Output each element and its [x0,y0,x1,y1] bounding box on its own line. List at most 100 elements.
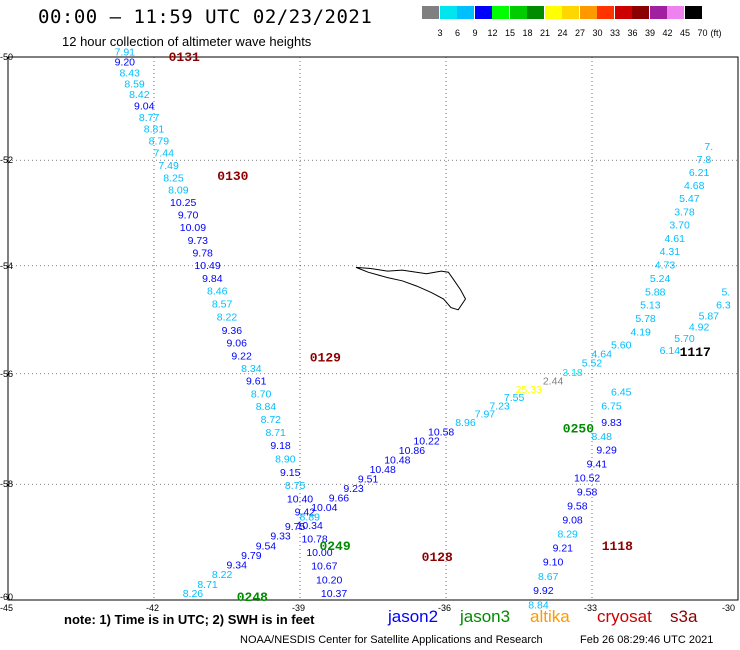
pass-time-label: 0130 [217,169,248,184]
colorbar-swatch [439,6,457,19]
colorbar-swatch [457,6,474,19]
swh-value: 8.59 [124,79,145,91]
pass-time-label: 0248 [237,590,268,605]
map-title: 00:00 – 11:59 UTC 02/23/2021 [38,6,373,28]
swh-value: 8.96 [455,417,476,429]
swh-value: 3.78 [674,206,695,218]
swh-value: 9.04 [134,100,155,112]
swh-value: 9.78 [192,248,213,260]
colorbar-label: 3 [437,28,443,38]
swh-value: 6.21 [689,167,710,179]
pass-time-label: 1117 [680,345,711,360]
swh-value: 8.57 [212,299,233,311]
swh-value: 9.36 [222,325,243,337]
colorbar-swatch [422,6,439,19]
swh-value: 9.51 [358,474,379,486]
lon-label: -36 [438,603,451,613]
pass-time-label: 0131 [169,50,200,65]
swh-value: 9.79 [241,550,262,562]
swh-value: 10.52 [574,472,600,484]
map-subtitle: 12 hour collection of altimeter wave hei… [62,34,312,49]
colorbar-swatch [474,6,492,19]
colorbar-label: 21 [539,28,550,38]
swh-value: 9.22 [231,351,252,363]
swh-value: 9.41 [587,458,608,470]
swh-value: 8.70 [251,388,272,400]
swh-value: 10.40 [287,494,313,506]
swh-value: 9.29 [596,445,617,457]
swh-value: 10.09 [180,222,206,234]
swh-value: 8.29 [557,528,578,540]
swh-value: 5.87 [699,311,720,323]
swh-value: 8.46 [207,286,228,298]
swh-value: 5.78 [635,313,656,325]
swh-value: 7.55 [504,392,525,404]
swh-value: 5.47 [679,193,700,205]
swh-value: 9.34 [227,560,248,572]
swh-value: 8.71 [265,427,286,439]
swh-value: 8.42 [129,89,150,101]
swh-value: 8.72 [261,414,282,426]
colorbar-label: 30 [592,28,603,38]
colorbar-swatch [649,6,667,19]
pass-time-labels: 0131 0130 0129 0128 0250 0249 0248 1117 1118 [169,50,711,605]
swh-value: 3.70 [669,220,690,232]
lat-label: -56 [0,369,13,379]
swh-value: 4.64 [592,348,613,360]
swh-value: 10.58 [428,426,454,438]
swh-value: 10.22 [413,436,439,448]
swh-value: 8.84 [528,599,549,611]
pass-time-label: 0129 [310,350,341,365]
swh-value: 4.31 [660,246,681,258]
colorbar-label: 12 [487,28,498,38]
lat-label: -50 [0,52,13,62]
swh-value: 9.20 [115,57,136,69]
swh-value: 5.13 [640,300,661,312]
swh-value: 8.81 [144,124,165,136]
swh-value: 7.44 [154,148,175,160]
swh-value: 10.00 [306,547,332,559]
colorbar-label: 9 [472,28,478,38]
swh-value: 8.43 [119,67,140,79]
colorbar-label: 24 [557,28,568,38]
swh-value: 6.3 [716,300,731,312]
swh-value: 10.04 [311,502,337,514]
swh-value: 7.8 [697,154,712,166]
colorbar-label: 6 [454,28,460,38]
colorbar-label: 15 [504,28,515,38]
swh-value: 8.22 [217,312,238,324]
swh-value: 8.09 [168,185,189,197]
colorbar-swatch [579,6,597,19]
swh-value: 9.58 [567,500,588,512]
swh-value: 10.48 [370,464,396,476]
swh-value: 9.33 [270,531,291,543]
swh-value: 3.18 [562,367,583,379]
colorbar-label: 70 [697,28,708,38]
south-georgia-island [355,266,467,311]
colorbar-label: 42 [662,28,673,38]
lon-label: -39 [292,603,305,613]
swh-value: 10.78 [301,534,327,546]
pass-time-label: 0250 [563,422,594,437]
swh-value: 7.49 [158,160,179,172]
swh-value: 8.71 [197,579,218,591]
legend-item-cryosat: cryosat [597,607,652,626]
swh-value: 9.58 [577,486,598,498]
legend-item-jason3: jason3 [460,607,511,626]
swh-value: 5.52 [582,358,603,370]
swh-value: 8.77 [139,112,160,124]
swh-value: 9.15 [280,467,301,479]
swh-value: 4.61 [665,233,686,245]
swh-value: 5.24 [650,273,671,285]
swh-value: 8.79 [149,136,170,148]
colorbar-swatch [684,6,702,19]
swh-value: 8.89 [300,512,321,524]
swh-value: 5.60 [611,340,632,352]
swh-value: 6.45 [611,387,632,399]
colorbar-swatch [562,6,579,19]
colorbar-swatch [509,6,527,19]
swh-value: 8.22 [212,569,233,581]
swh-value: 25.33 [516,384,542,396]
swh-value: 10.25 [170,197,196,209]
lat-label: -60 [0,592,13,602]
